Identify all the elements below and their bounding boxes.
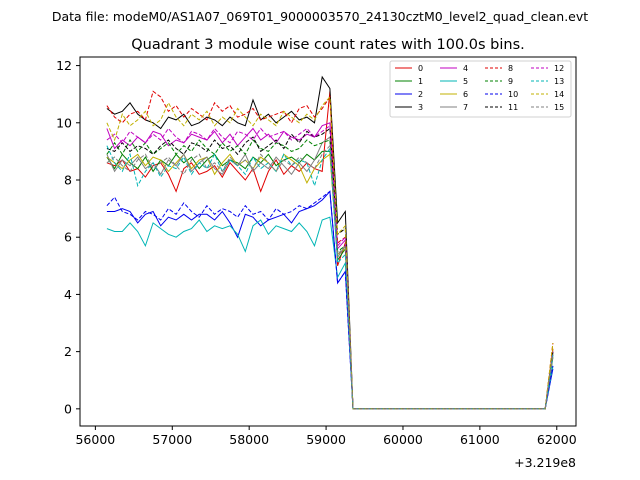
legend-label-12: 12: [554, 64, 564, 73]
chart-title: Quadrant 3 module wise count rates with …: [131, 37, 525, 53]
plot-area: 56000 57000 58000 59000 60000 61000 62000 0 2 4 6 8…: [56, 56, 577, 447]
y-tick-label: 6: [64, 230, 72, 245]
x-tick-label: 60000: [383, 432, 423, 447]
legend-label-3: 3: [418, 103, 423, 112]
series-line-15: [106, 144, 554, 410]
figure-supertitle: Data file: modeM0/AS1A07_069T01_90000035…: [52, 9, 588, 24]
x-tick-label: 61000: [460, 432, 500, 447]
legend-label-7: 7: [463, 103, 468, 112]
series-line-10: [106, 190, 554, 410]
y-tick-label: 0: [64, 401, 72, 416]
legend-label-4: 4: [463, 64, 468, 73]
legend-label-6: 6: [463, 90, 468, 99]
series-line-2: [106, 190, 554, 410]
legend-label-1: 1: [418, 77, 423, 86]
legend-label-11: 11: [508, 103, 518, 112]
legend-label-2: 2: [418, 90, 423, 99]
x-tick-label: 58000: [229, 432, 269, 447]
x-tick-label: 62000: [537, 432, 577, 447]
y-tick-label: 12: [56, 58, 72, 73]
legend-label-10: 10: [508, 90, 518, 99]
y-tick-label: 8: [64, 173, 72, 188]
legend-label-5: 5: [463, 77, 468, 86]
series-line-7: [106, 136, 554, 410]
x-tick-label: 57000: [152, 432, 192, 447]
legend-label-9: 9: [508, 77, 513, 86]
x-tick-label: 59000: [306, 432, 346, 447]
series-line-9: [106, 139, 554, 410]
legend-label-13: 13: [554, 77, 564, 86]
series-line-1: [106, 150, 554, 410]
legend-label-15: 15: [554, 103, 564, 112]
legend-label-8: 8: [508, 64, 513, 73]
x-tick-label: 56000: [75, 432, 115, 447]
legend-box: [389, 60, 572, 118]
x-axis-offset-label: +3.219e8: [514, 455, 576, 470]
series-line-14: [106, 95, 554, 410]
y-tick-label: 10: [56, 115, 72, 130]
legend-label-0: 0: [418, 64, 423, 73]
series-line-11: [106, 127, 554, 410]
axes-frame: [79, 56, 577, 427]
y-tick-label: 4: [64, 287, 72, 302]
legend-label-14: 14: [554, 90, 564, 99]
y-tick-label: 2: [64, 344, 72, 359]
series-line-5: [106, 216, 554, 410]
